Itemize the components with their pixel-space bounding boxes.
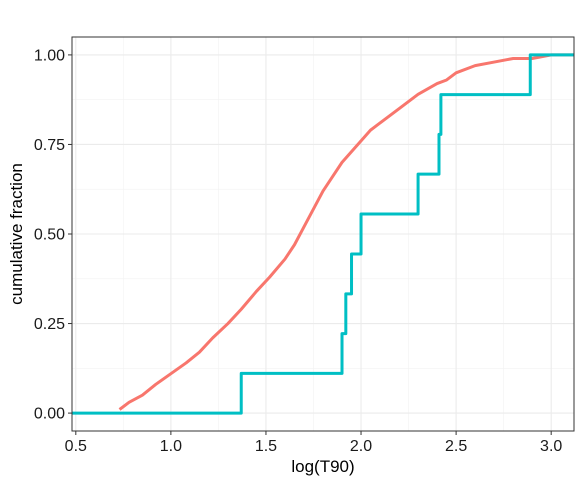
x-tick-label: 1.5	[255, 438, 277, 455]
y-axis: 0.00 0.25 0.50 0.75 1.00	[34, 47, 72, 423]
series-line-2	[72, 53, 574, 415]
y-tick-label: 0.50	[34, 227, 65, 244]
y-axis-title: cumulative fraction	[7, 163, 26, 305]
series-layer	[72, 53, 574, 415]
x-tick-label: 1.0	[160, 438, 182, 455]
y-tick-label: 0.25	[34, 316, 65, 333]
x-axis-title: log(T90)	[291, 457, 354, 476]
y-tick-label: 0.75	[34, 137, 65, 154]
x-tick-label: 2.0	[350, 438, 372, 455]
x-tick-label: 0.5	[65, 438, 87, 455]
y-tick-label: 1.00	[34, 47, 65, 64]
x-tick-label: 2.5	[445, 438, 467, 455]
y-tick-label: 0.00	[34, 406, 65, 423]
series-line-1	[118, 53, 574, 411]
x-tick-label: 3.0	[540, 438, 562, 455]
x-axis: 0.5 1.0 1.5 2.0 2.5 3.0	[65, 431, 562, 455]
